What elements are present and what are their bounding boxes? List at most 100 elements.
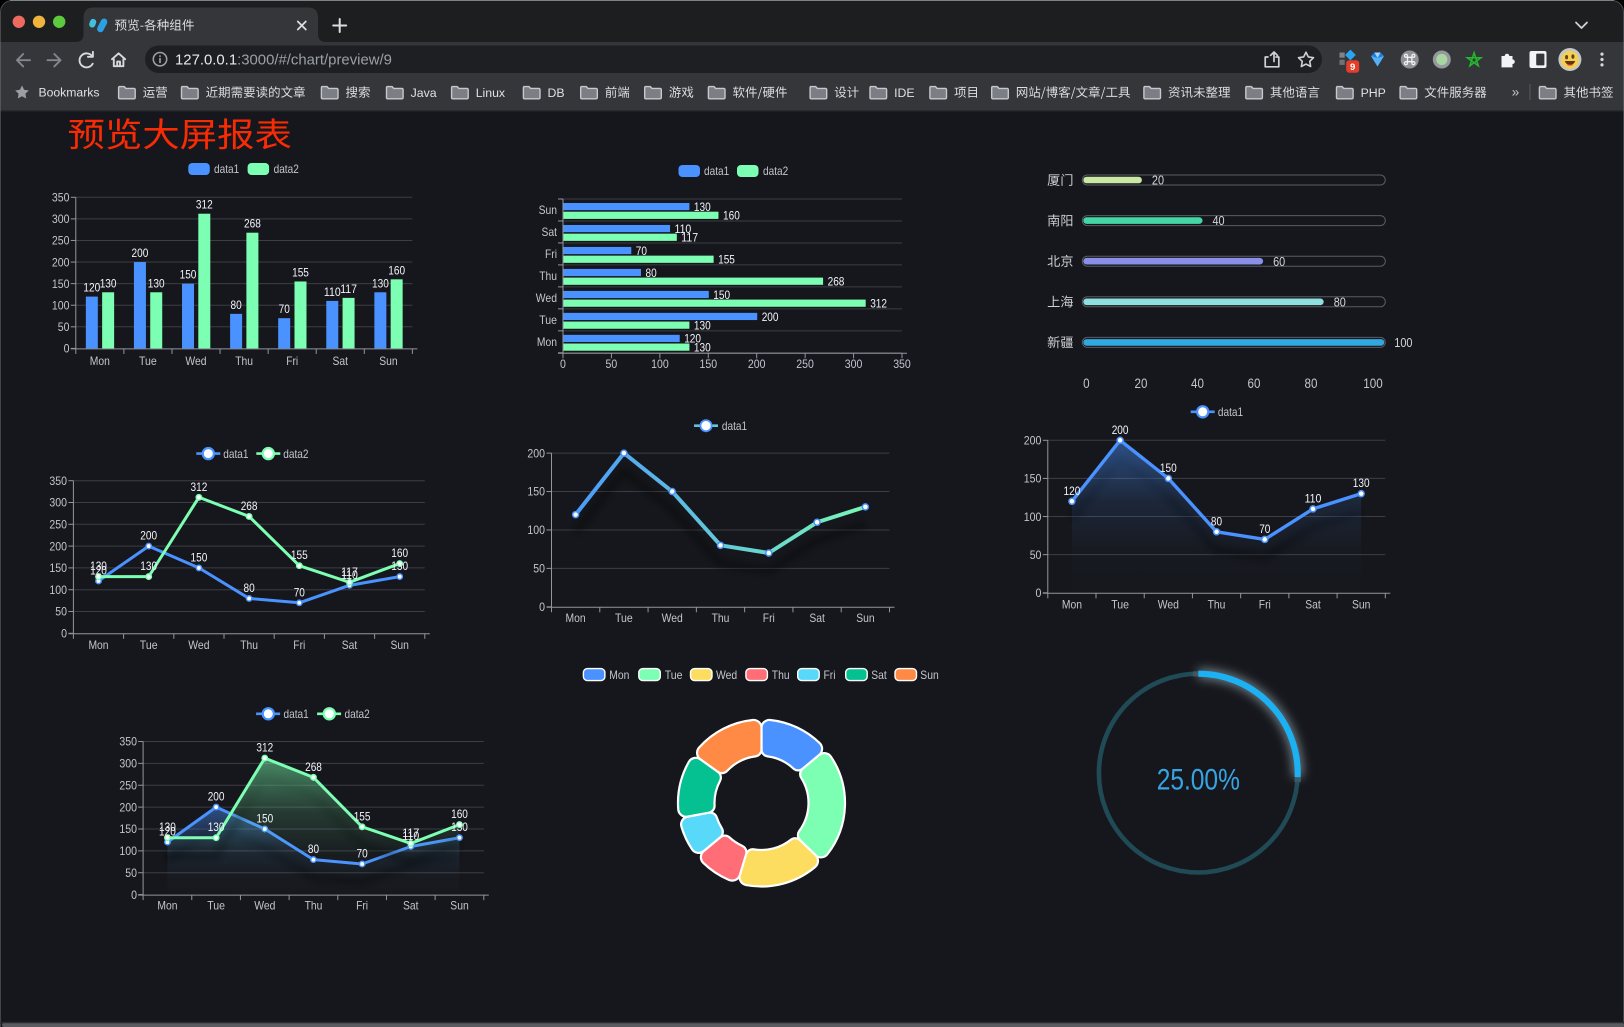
svg-text:250: 250 (119, 778, 137, 792)
svg-text:25.00%: 25.00% (1157, 763, 1240, 796)
svg-text:PHP: PHP (1361, 86, 1386, 100)
svg-text:268: 268 (244, 217, 261, 231)
svg-text:200: 200 (748, 357, 766, 371)
svg-text:Wed: Wed (536, 291, 557, 305)
svg-text:Fri: Fri (356, 899, 368, 913)
svg-text:data1: data1 (722, 419, 747, 433)
svg-text:350: 350 (49, 474, 67, 488)
svg-text:80: 80 (1334, 294, 1346, 309)
svg-text:Fri: Fri (763, 611, 775, 625)
svg-text:50: 50 (606, 357, 618, 371)
svg-text:50: 50 (125, 866, 137, 880)
svg-text:Tue: Tue (207, 899, 225, 913)
svg-text:200: 200 (1024, 434, 1042, 448)
svg-text:Wed: Wed (1158, 598, 1179, 612)
svg-text:Thu: Thu (235, 354, 253, 368)
svg-text:60: 60 (1273, 254, 1285, 269)
svg-text:Sun: Sun (391, 638, 409, 652)
svg-text:Fri: Fri (1259, 598, 1271, 612)
svg-text:Sat: Sat (871, 668, 887, 682)
svg-text:200: 200 (208, 790, 225, 804)
svg-text:data1: data1 (214, 162, 239, 176)
svg-text:130: 130 (148, 276, 165, 290)
svg-text:IDE: IDE (894, 86, 915, 100)
svg-text:data2: data2 (274, 162, 299, 176)
svg-text:Thu: Thu (712, 611, 730, 625)
svg-text:Mon: Mon (90, 354, 110, 368)
svg-text:110: 110 (675, 222, 692, 236)
svg-text:Tue: Tue (539, 313, 557, 327)
svg-text:20: 20 (1135, 376, 1148, 391)
svg-text:Java: Java (411, 86, 437, 100)
svg-text:130: 130 (208, 820, 225, 834)
svg-text:100: 100 (52, 298, 70, 312)
svg-text:Sat: Sat (333, 354, 349, 368)
svg-text:130: 130 (159, 820, 176, 834)
svg-text:Sun: Sun (920, 668, 938, 682)
svg-text:40: 40 (1191, 376, 1204, 391)
svg-text:300: 300 (49, 496, 67, 510)
svg-text:70: 70 (279, 302, 290, 316)
svg-text:130: 130 (451, 820, 468, 834)
svg-text:80: 80 (308, 842, 319, 856)
svg-text:155: 155 (718, 253, 735, 267)
svg-text:Tue: Tue (665, 668, 683, 682)
svg-text:150: 150 (1024, 472, 1042, 486)
svg-text:Mon: Mon (537, 335, 557, 349)
svg-text:268: 268 (241, 499, 258, 513)
svg-text:130: 130 (372, 276, 389, 290)
svg-text:130: 130 (1353, 476, 1370, 490)
svg-text:20: 20 (1152, 173, 1164, 188)
svg-text:130: 130 (694, 340, 711, 354)
svg-text:Sat: Sat (342, 638, 358, 652)
svg-text:150: 150 (191, 550, 208, 564)
svg-text:120: 120 (90, 563, 107, 577)
svg-text:Fri: Fri (286, 354, 298, 368)
svg-text:160: 160 (451, 807, 468, 821)
svg-text:250: 250 (796, 357, 814, 371)
svg-text:350: 350 (52, 191, 70, 205)
svg-text:Linux: Linux (476, 86, 506, 100)
svg-text:250: 250 (52, 234, 70, 248)
svg-text:Mon: Mon (609, 668, 629, 682)
svg-text:50: 50 (533, 562, 545, 576)
svg-text:110: 110 (402, 829, 419, 843)
svg-text:Wed: Wed (254, 899, 275, 913)
svg-text:130: 130 (90, 559, 107, 573)
svg-text:100: 100 (527, 523, 545, 537)
svg-text:DB: DB (548, 86, 565, 100)
svg-text:117: 117 (341, 565, 358, 579)
svg-text:130: 130 (391, 559, 408, 573)
svg-text:312: 312 (191, 480, 208, 494)
svg-text:155: 155 (291, 548, 308, 562)
svg-text:110: 110 (1305, 491, 1322, 505)
svg-text:110: 110 (324, 285, 341, 299)
svg-text:120: 120 (684, 332, 701, 346)
svg-text:Thu: Thu (1208, 598, 1226, 612)
svg-text:Thu: Thu (772, 668, 790, 682)
svg-text:250: 250 (49, 518, 67, 532)
svg-text:Tue: Tue (140, 638, 158, 652)
svg-text:70: 70 (294, 585, 305, 599)
svg-text:312: 312 (196, 198, 213, 212)
svg-text:Bookmarks: Bookmarks (39, 85, 100, 99)
svg-text:Mon: Mon (88, 638, 108, 652)
svg-text:150: 150 (700, 357, 718, 371)
svg-text:150: 150 (256, 811, 273, 825)
svg-text:200: 200 (119, 800, 137, 814)
svg-text:Sat: Sat (1305, 598, 1321, 612)
svg-text:120: 120 (83, 281, 100, 295)
svg-text:Thu: Thu (539, 269, 557, 283)
svg-text:9: 9 (1350, 62, 1355, 73)
svg-text:Mon: Mon (566, 611, 586, 625)
svg-text:120: 120 (159, 825, 176, 839)
svg-text:Wed: Wed (716, 668, 737, 682)
svg-text:127.0.0.1:3000/#/chart/preview: 127.0.0.1:3000/#/chart/preview/9 (175, 52, 392, 68)
svg-text:60: 60 (1248, 376, 1261, 391)
svg-text:150: 150 (119, 822, 137, 836)
svg-text:150: 150 (527, 485, 545, 499)
svg-text:110: 110 (341, 568, 358, 582)
svg-text:50: 50 (58, 320, 70, 334)
svg-text:50: 50 (55, 605, 67, 619)
svg-text:100: 100 (1363, 376, 1382, 391)
